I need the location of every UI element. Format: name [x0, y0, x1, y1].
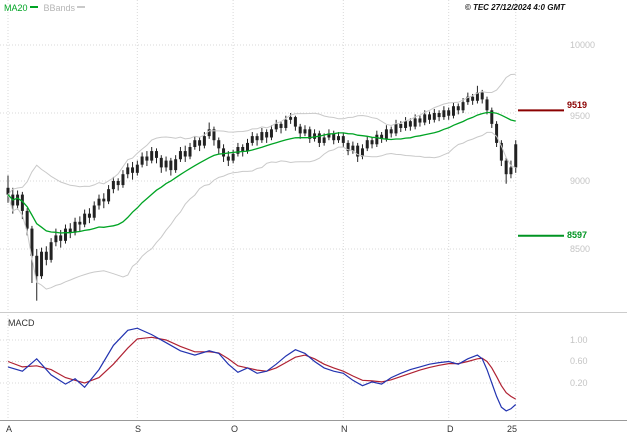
macd-tick-060: 0.60 [570, 356, 588, 366]
x-tick-2025: 25 [507, 424, 518, 434]
x-tick-august: A [6, 424, 13, 434]
resistance-level-label: 9519 [567, 100, 588, 110]
chart-legend: MA20 BBands [4, 3, 91, 13]
macd-tick-100: 1.00 [570, 335, 588, 345]
ma20-swatch-icon [29, 6, 38, 8]
x-tick-october: O [231, 424, 239, 434]
price-tick-9500: 9500 [570, 111, 591, 121]
price-tick-10000: 10000 [570, 40, 596, 50]
price-tick-9000: 9000 [570, 176, 591, 186]
x-tick-september: S [135, 424, 142, 434]
bbands-swatch-icon [77, 6, 86, 8]
copyright-text: © TEC 27/12/2024 4:0 GMT [464, 3, 565, 12]
candlestick-series [6, 73, 518, 301]
macd-main-line [7, 327, 517, 412]
support-level-label: 8597 [567, 230, 588, 240]
ma20-line [7, 111, 516, 234]
bband-lower-line [7, 131, 516, 290]
x-tick-november: N [341, 424, 348, 434]
price-tick-8500: 8500 [570, 244, 591, 254]
macd-signal-line [7, 336, 516, 400]
macd-series [7, 327, 517, 412]
x-tick-december: D [447, 424, 454, 434]
ma20-legend-label: MA20 [4, 3, 28, 13]
bbands-legend-label: BBands [43, 3, 76, 13]
macd-panel-label: MACD [8, 318, 35, 328]
bband-upper-line [7, 73, 516, 195]
macd-tick-020: 0.20 [570, 378, 588, 388]
